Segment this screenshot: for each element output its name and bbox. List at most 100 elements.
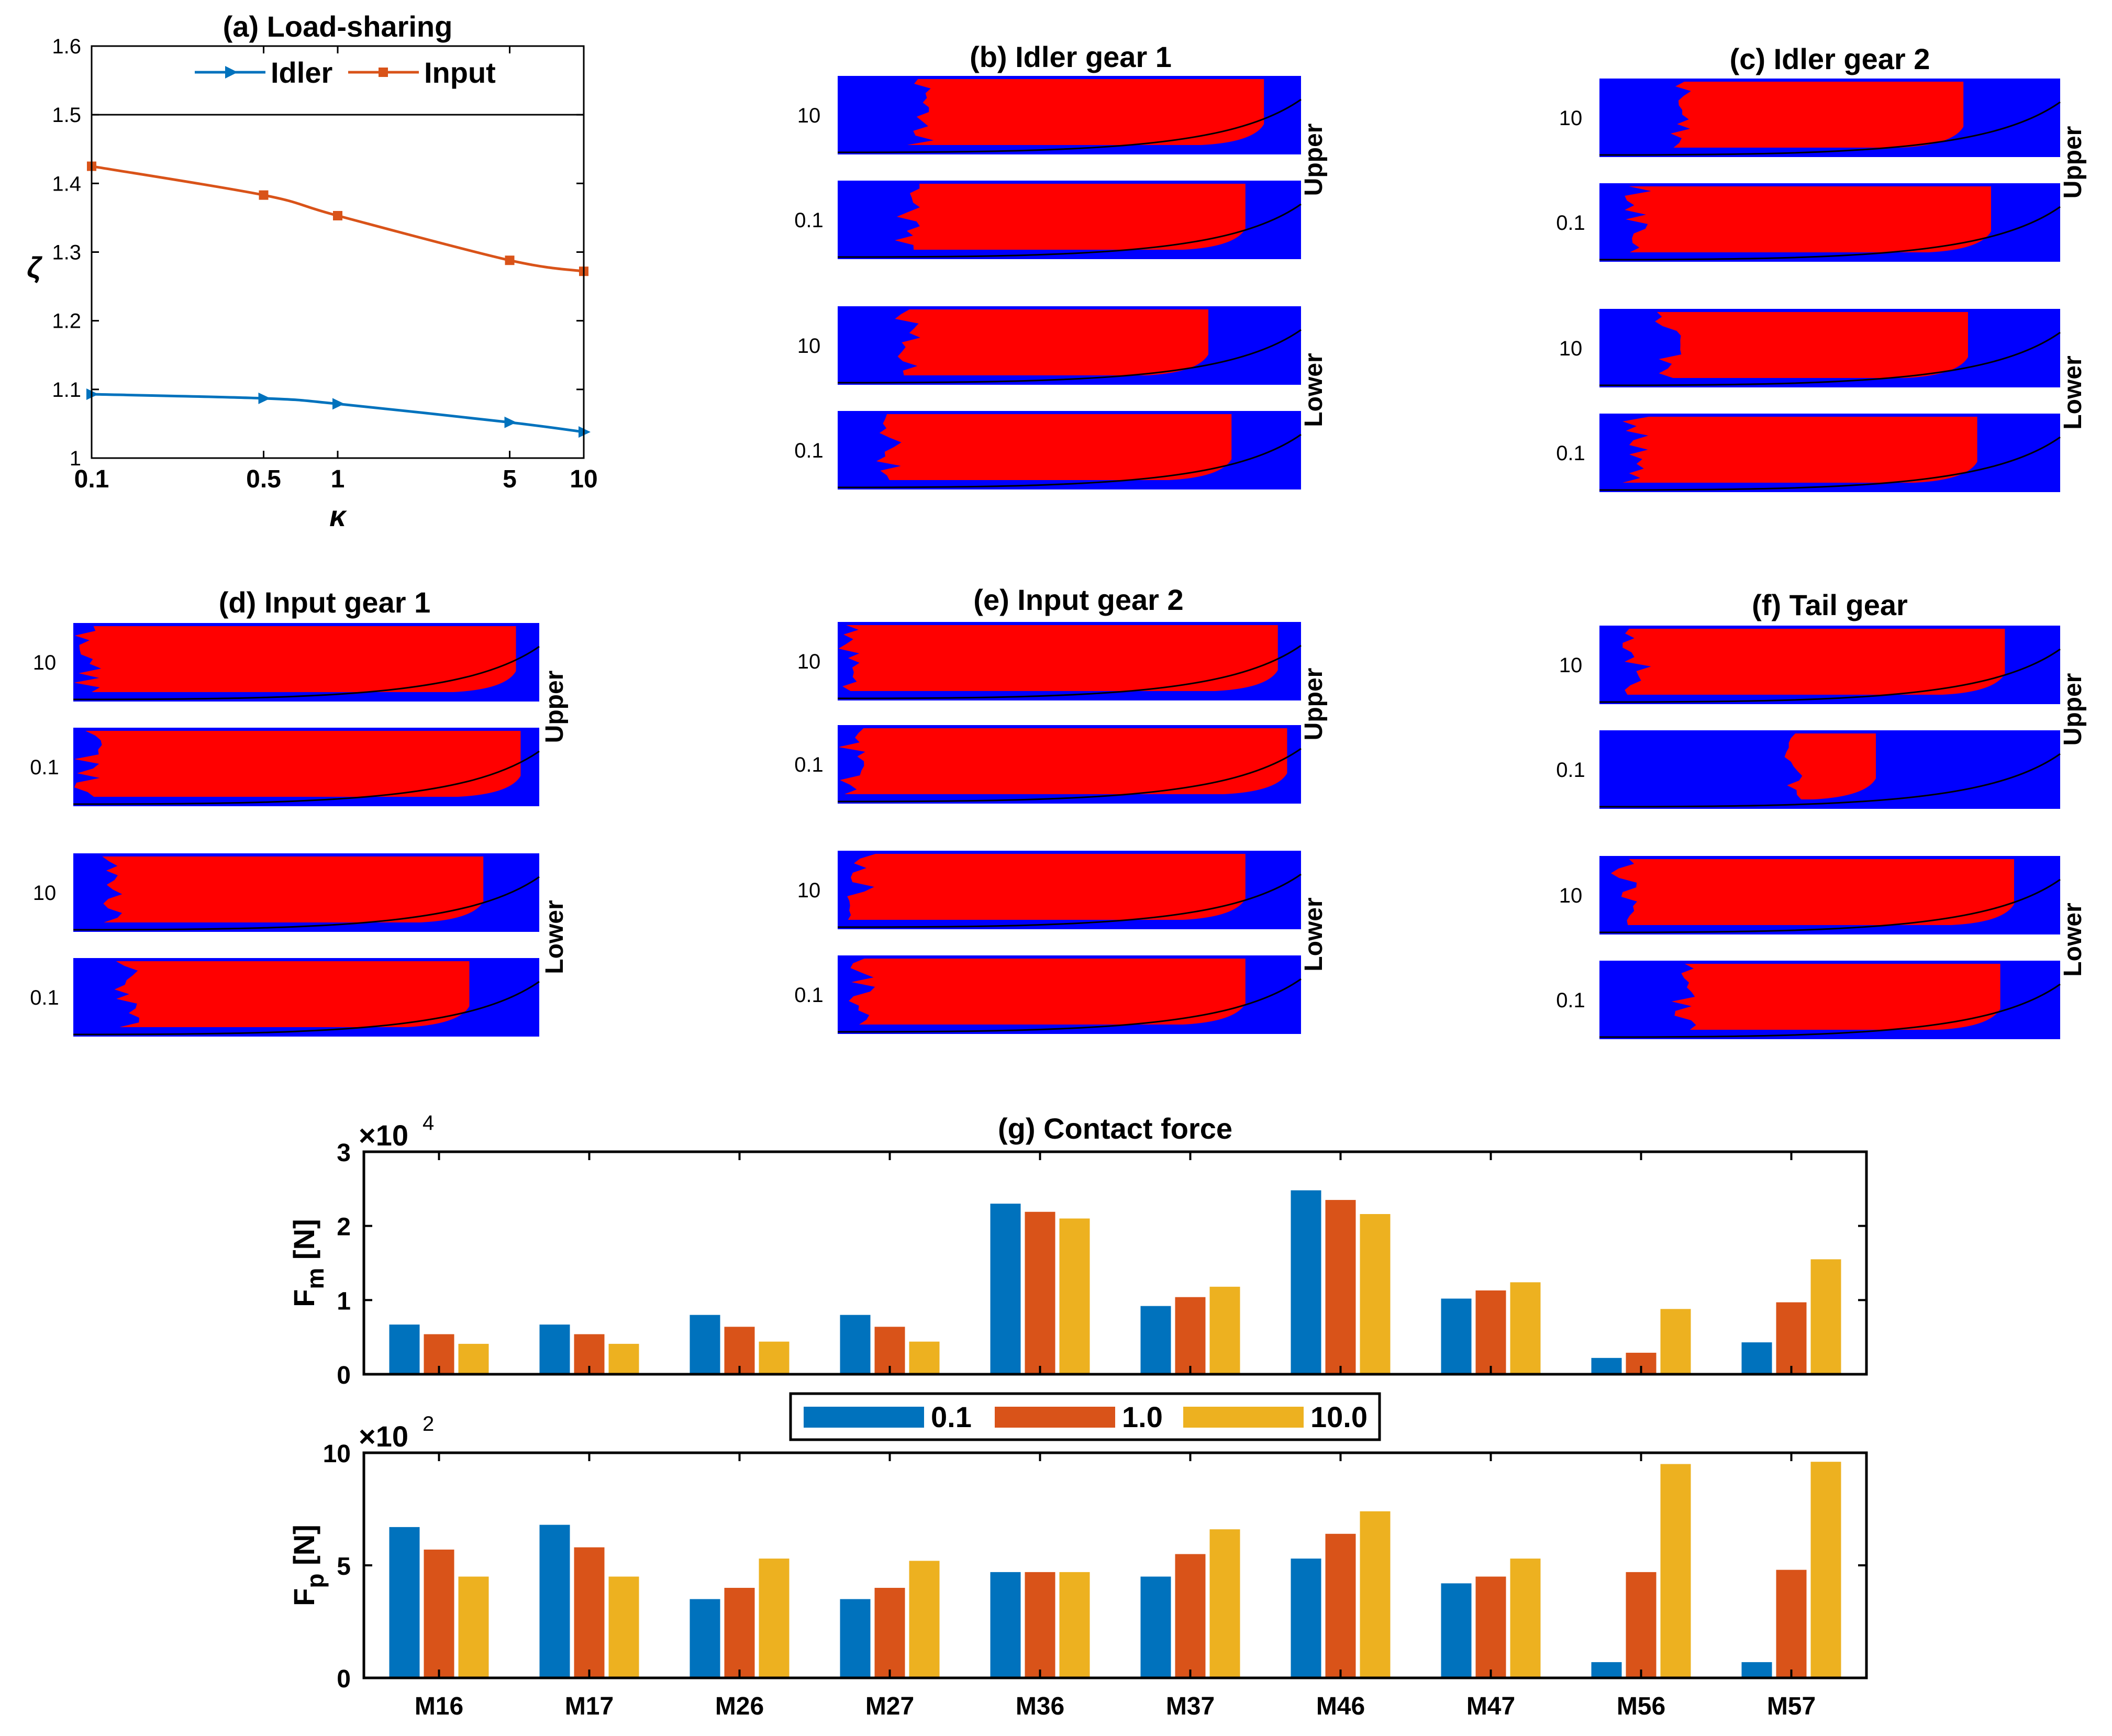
row-label: 0.1 [794, 439, 824, 462]
bar [608, 1576, 639, 1678]
legend-label: Idler [271, 56, 332, 89]
contact-region [1610, 859, 2014, 925]
contact-map-row: 0.1 [1556, 414, 2061, 492]
subplot-2: 0 5 10 ×10 2 Fp [N] [287, 1412, 1868, 1693]
load-sharing-chart: (a) Load-sharing 1 1.1 1.2 1.3 1.4 1.5 1.6 0.1 0.… [27, 10, 597, 532]
contact-map-row: 0.1 [1556, 730, 2061, 809]
contact-line [1599, 983, 2061, 1038]
contact-line [1599, 648, 2061, 703]
y-tick-label: 1.2 [52, 310, 81, 333]
y-tick-label: 1.6 [52, 35, 81, 58]
legend-swatch [804, 1407, 924, 1428]
row-label: 0.1 [1556, 759, 1585, 782]
legend-swatch [995, 1407, 1115, 1428]
contact-line [837, 433, 1302, 488]
category-label: M46 [1316, 1693, 1365, 1720]
contact-map-row: 10 [797, 306, 1302, 385]
contact-region [907, 79, 1264, 145]
bar [608, 1343, 639, 1374]
row-label: 10 [797, 879, 821, 902]
bar [389, 1325, 420, 1374]
bar [424, 1549, 454, 1678]
bar [1441, 1298, 1472, 1374]
contact-region [895, 184, 1246, 250]
row-label: 0.1 [794, 753, 824, 776]
y-axis-label: Fp [N] [287, 1524, 329, 1606]
y-tick-label: 1 [337, 1287, 351, 1315]
bar [1475, 1576, 1506, 1678]
y-tick-label: 1.5 [52, 104, 81, 127]
contact-map-row: 10 [1559, 856, 2061, 934]
side-label: Upper [541, 671, 569, 743]
contact-line [73, 750, 540, 805]
row-label: 10 [797, 104, 821, 127]
contact-region [1625, 186, 1991, 252]
bar [1291, 1559, 1321, 1678]
y-tick-label: 1.1 [52, 379, 81, 402]
side-label: Lower [541, 900, 569, 974]
y-tick-label: 0 [337, 1362, 351, 1389]
bar [1510, 1282, 1541, 1374]
category-label: M37 [1166, 1693, 1215, 1720]
bar [1626, 1572, 1657, 1678]
plot-frame [362, 1451, 1868, 1679]
contact-map-row: 0.1 [794, 955, 1302, 1034]
exponent-power: 2 [423, 1412, 434, 1435]
y-tick-label: 3 [337, 1139, 351, 1167]
legend-label: 10.0 [1310, 1400, 1368, 1433]
bar [1776, 1302, 1807, 1374]
bar [1510, 1559, 1541, 1678]
category-label: M36 [1016, 1693, 1064, 1720]
category-label: M27 [865, 1693, 914, 1720]
bar [1660, 1464, 1691, 1678]
y-tick-label: 2 [337, 1214, 351, 1241]
contact-line [837, 978, 1302, 1033]
bar [1059, 1572, 1090, 1678]
panel-f: (f) Tail gear 10 0.1 10 0.1 Upper Lower [1556, 588, 2087, 1039]
x-tick-label: 0.5 [246, 465, 281, 493]
bar [1741, 1342, 1772, 1374]
data-point-input [259, 190, 269, 200]
row-label: 10 [1559, 884, 1583, 907]
bar [990, 1572, 1021, 1678]
row-label: 10 [1559, 654, 1583, 677]
panel-e: (e) Input gear 2 10 0.1 10 0.1 Upper Lower [794, 583, 1328, 1034]
data-point-input [333, 210, 342, 220]
category-label: M26 [715, 1693, 764, 1720]
y-tick-label: 10 [323, 1440, 351, 1468]
contact-region [876, 414, 1232, 480]
exponent-label: ×10 [359, 1119, 408, 1152]
contact-region [114, 961, 470, 1027]
contact-line [1599, 753, 2061, 808]
side-label: Lower [2059, 355, 2087, 429]
bar [1810, 1259, 1841, 1374]
legend-label: 0.1 [931, 1400, 972, 1433]
chart-title: (g) Contact force [998, 1112, 1232, 1145]
exponent-label: ×10 [359, 1420, 408, 1453]
contact-force-chart: (g) Contact force 0 1 2 3 ×10 4 Fm [N] 0 5 10 ×10 2 F… [287, 1111, 1868, 1720]
data-point-idler [332, 398, 344, 410]
plot-frame [362, 1150, 1868, 1376]
bar [1360, 1511, 1391, 1678]
row-label: 0.1 [1556, 212, 1585, 235]
contact-region [838, 728, 1287, 794]
y-tick-label: 1.3 [52, 241, 81, 264]
row-label: 0.1 [1556, 989, 1585, 1012]
contact-line [1599, 101, 2061, 156]
row-label: 10 [33, 882, 57, 905]
contact-map-row: 10 [797, 76, 1302, 154]
panel-title: (e) Input gear 2 [973, 583, 1183, 616]
row-label: 10 [33, 651, 57, 674]
contact-line [837, 873, 1302, 928]
bar-legend: 0.1 1.0 10.0 [789, 1392, 1381, 1441]
row-label: 0.1 [794, 984, 824, 1007]
panel-title: (c) Idler gear 2 [1730, 42, 1930, 75]
contact-map-row: 0.1 [1556, 183, 2061, 262]
side-label: Upper [1300, 124, 1328, 196]
contact-region [102, 856, 484, 922]
bar [574, 1547, 605, 1678]
bar [539, 1325, 570, 1374]
legend-marker [225, 66, 238, 79]
bar [690, 1599, 720, 1678]
bar [1175, 1554, 1206, 1678]
